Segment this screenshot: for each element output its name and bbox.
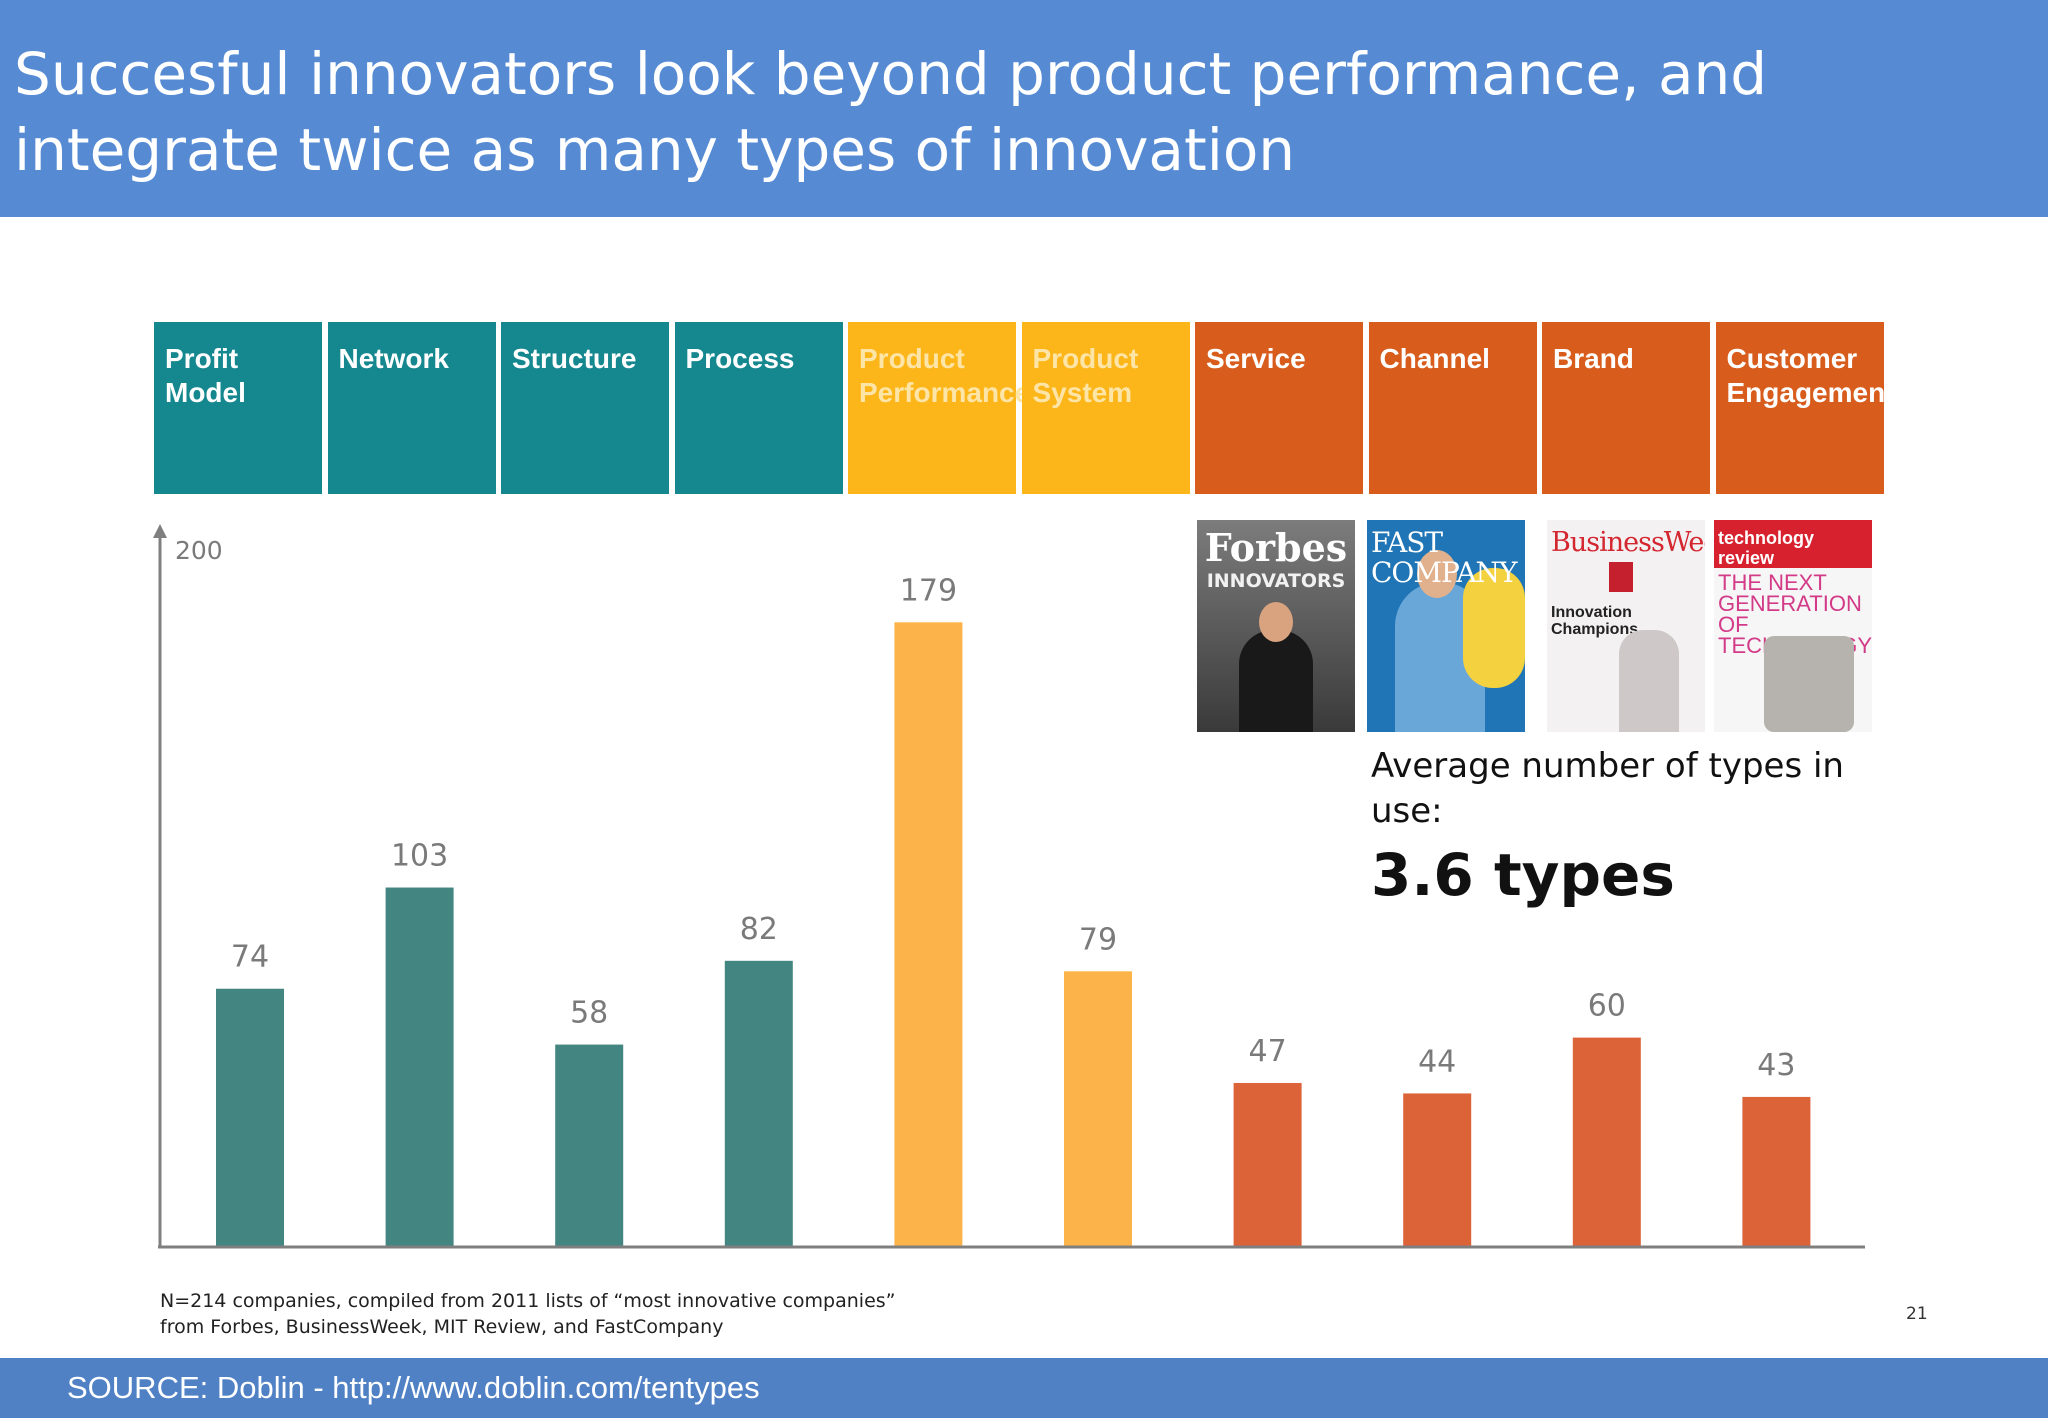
category-header-label-line: Performance — [859, 377, 1031, 408]
bar-profit-model — [216, 988, 284, 1247]
category-header-label-line: System — [1032, 377, 1133, 408]
bar-process — [724, 960, 793, 1247]
category-header-label-line: Service — [1206, 343, 1306, 374]
bar-brand — [1572, 1037, 1641, 1247]
technology-review-cover-title: technology review — [1718, 528, 1815, 568]
category-header-label-line: Profit — [165, 343, 239, 374]
value-label-profit-model: 74 — [231, 940, 269, 975]
category-header-label-line: Customer — [1726, 343, 1858, 374]
cover-badge — [1463, 568, 1525, 688]
category-header-customer-engagement: Customer Engagement — [1715, 322, 1895, 494]
category-header-label-line: Product — [1032, 343, 1139, 374]
source-bar: SOURCE: Doblin - http://www.doblin.com/t… — [0, 1358, 2048, 1418]
category-header-product-performance: Product Performance — [848, 322, 1031, 494]
average-types-label: Average number of types in use: — [1371, 746, 1844, 831]
source-text: SOURCE: Doblin - http://www.doblin.com/t… — [67, 1370, 760, 1405]
bar-product-performance — [894, 622, 963, 1247]
bar-customer-engagement — [1742, 1096, 1811, 1247]
page-number: 21 — [1906, 1304, 1928, 1324]
category-header-label-line: Model — [165, 377, 246, 408]
cover-person-head — [1417, 550, 1457, 598]
category-header-label-line: Engagement — [1726, 377, 1895, 408]
bar-service — [1233, 1082, 1302, 1247]
average-types-callout: Average number of types in use: 3.6 type… — [1371, 744, 1851, 910]
category-header-product-system: Product System — [1021, 322, 1190, 494]
slide-title: Succesful innovators look beyond product… — [14, 40, 1768, 184]
category-header-label-line: Channel — [1379, 343, 1490, 374]
category-header-label-line: Process — [685, 343, 795, 374]
cover-robot-figure — [1764, 636, 1854, 732]
category-header-label-line: Product — [859, 343, 965, 374]
bar-network — [385, 887, 454, 1247]
y-tick-label: 200 — [175, 536, 223, 565]
category-header-service: Service — [1195, 322, 1363, 494]
businessweek-cover-subtitle: Innovation Champions — [1551, 604, 1639, 638]
y-axis-arrow — [153, 524, 167, 538]
bar-channel — [1403, 1093, 1472, 1247]
category-header-label-line: Structure — [512, 343, 637, 374]
category-header-row: Profit Model Network Structure Process Produc… — [154, 322, 1895, 494]
value-label-customer-engagement: 43 — [1757, 1048, 1795, 1083]
magazine-covers: Forbes INNOVATORS FAST COMPANY BusinessW… — [1197, 520, 1883, 732]
value-label-structure: 58 — [570, 996, 608, 1031]
value-label-brand: 60 — [1588, 989, 1626, 1024]
fast-company-cover-image: FAST COMPANY — [1367, 520, 1525, 732]
cover-person-figure — [1239, 630, 1313, 732]
cover-logo-mark — [1609, 562, 1633, 592]
category-header-process: Process — [674, 322, 843, 494]
category-header-brand: Brand — [1542, 322, 1710, 494]
footnote: N=214 companies, compiled from 2011 list… — [160, 1290, 896, 1338]
cover-person-head — [1259, 602, 1293, 642]
value-label-process: 82 — [740, 912, 778, 947]
bar-product-system — [1064, 971, 1132, 1247]
value-label-product-system: 79 — [1079, 922, 1117, 957]
value-label-channel: 44 — [1418, 1044, 1456, 1079]
fast-company-cover-title: FAST COMPANY — [1371, 526, 1518, 589]
category-header-label-line: Brand — [1553, 343, 1634, 374]
bar-chart: 200 74 103 58 82 179 79 47 44 60 43 — [153, 524, 1865, 1249]
title-bar: Succesful innovators look beyond product… — [0, 0, 2048, 217]
forbes-cover-image: Forbes INNOVATORS — [1197, 520, 1355, 732]
category-header-label-line: Network — [338, 343, 449, 374]
value-label-network: 103 — [391, 839, 448, 874]
value-label-service: 47 — [1249, 1034, 1287, 1069]
bar-structure — [555, 1044, 624, 1247]
value-label-product-performance: 179 — [900, 573, 957, 608]
businessweek-cover-title: BusinessWeek — [1551, 527, 1705, 558]
forbes-cover-title: Forbes — [1204, 525, 1348, 570]
category-header-channel: Channel — [1368, 322, 1537, 494]
businessweek-cover-image: BusinessWeek Innovation Champions — [1547, 520, 1705, 732]
category-header-structure: Structure — [501, 322, 669, 494]
average-types-value: 3.6 types — [1371, 841, 1675, 909]
category-header-network: Network — [327, 322, 496, 494]
cover-masthead — [1714, 520, 1872, 568]
technology-review-cover-image: technology review THE NEXT GENERATION OF… — [1714, 520, 1872, 732]
forbes-cover-subtitle: INNOVATORS — [1206, 570, 1346, 592]
cover-hand-figure — [1619, 630, 1679, 732]
category-header-profit-model: Profit Model — [154, 322, 322, 494]
